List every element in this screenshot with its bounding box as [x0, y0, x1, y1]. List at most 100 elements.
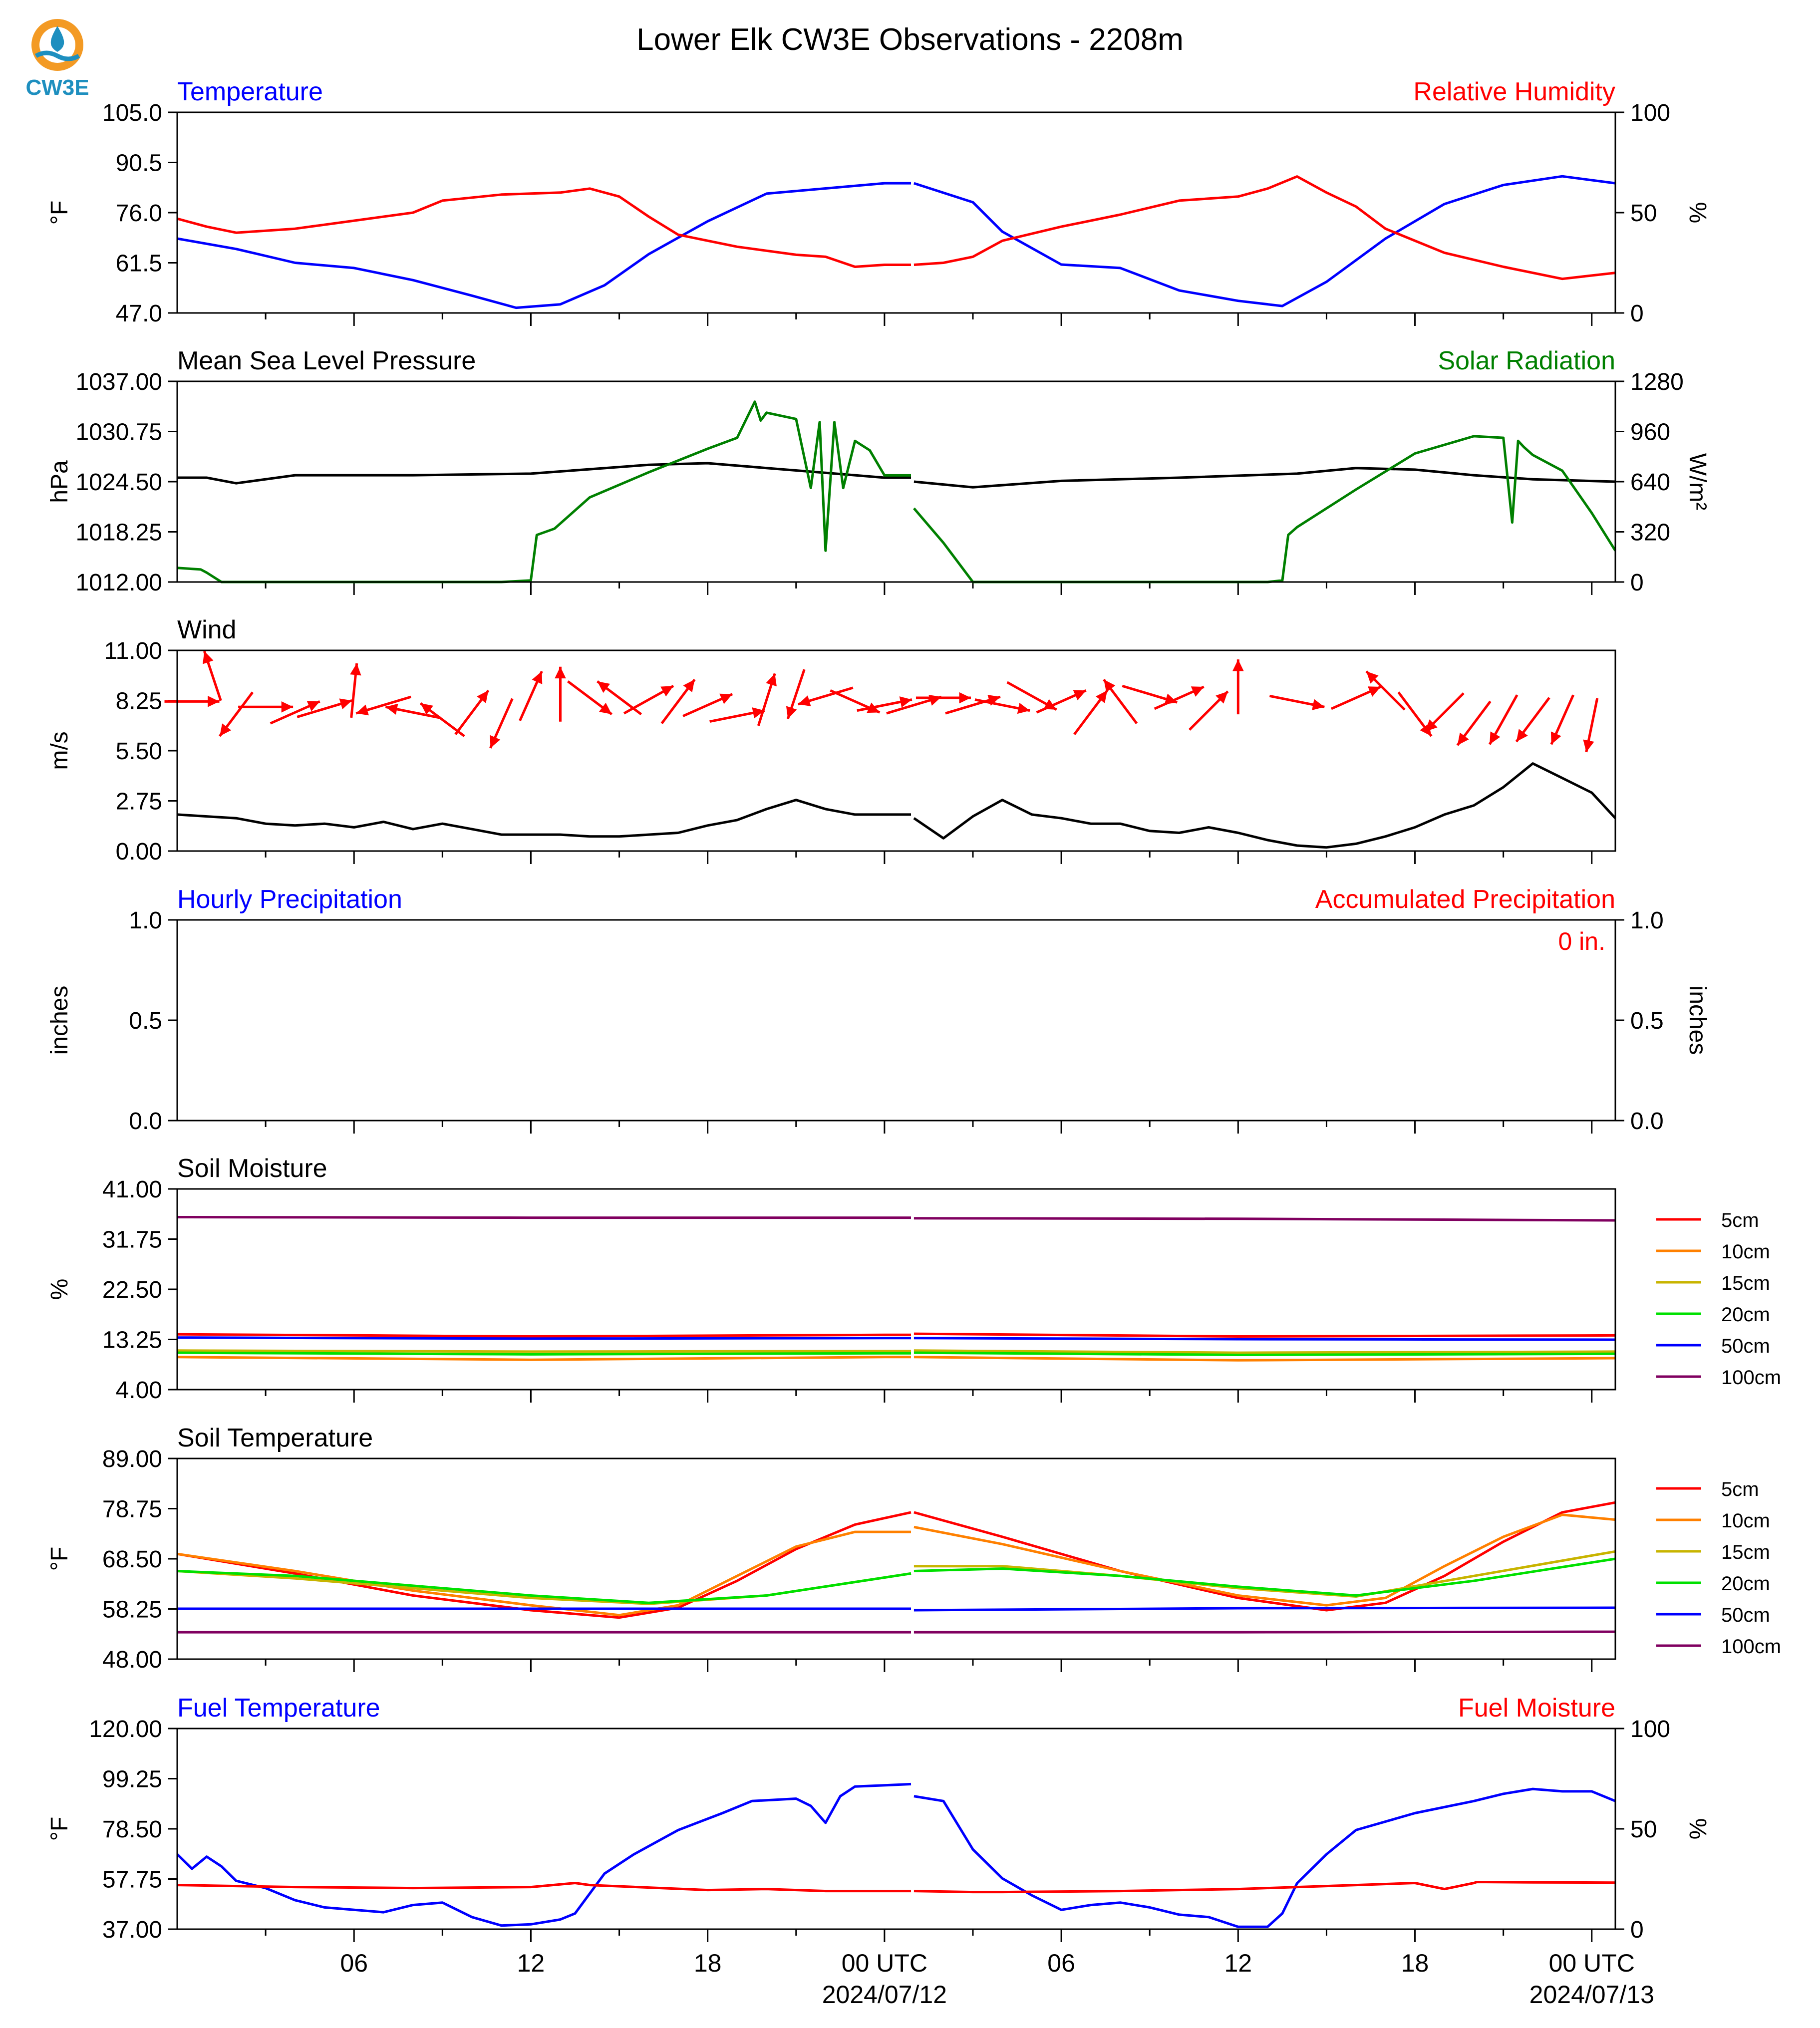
y-tick-label-left: 31.75 [102, 1227, 162, 1253]
series-line-50cm-seg2 [913, 1337, 1616, 1341]
y-tick-label-right: 1.0 [1630, 907, 1664, 934]
wind-arrow-head [1366, 671, 1379, 684]
series-line-solar-radiation-seg1 [177, 400, 911, 583]
panel-title-left: Hourly Precipitation [177, 885, 402, 914]
panel-frame [176, 649, 1616, 852]
wind-arrow-head [1583, 739, 1594, 752]
panel-frame [176, 1457, 1616, 1660]
panel-title-left: Wind [177, 615, 236, 644]
series-line-20cm-seg1 [177, 1570, 911, 1604]
wind-arrow-head [786, 706, 797, 719]
panel-title-right: Accumulated Precipitation [1315, 885, 1615, 914]
wind-arrow-head [1457, 732, 1469, 746]
panel-title-left: Mean Sea Level Pressure [177, 346, 476, 375]
cw3e-logo: CW3E [25, 19, 89, 100]
series-line-relative-humidity-seg2 [913, 175, 1616, 281]
wind-arrow-head [1516, 729, 1528, 742]
wind-arrow-head [719, 693, 733, 704]
panel-frame [176, 380, 1616, 583]
y-axis-label-left: °F [46, 1547, 73, 1571]
panel-frame [176, 1188, 1616, 1391]
series-line-relative-humidity-seg1 [177, 187, 911, 268]
y-tick-label-right: 0.5 [1630, 1008, 1664, 1034]
y-tick-label-left: 1024.50 [75, 469, 162, 496]
series-line-5cm-seg1 [177, 1511, 911, 1619]
y-tick-label-left: 78.50 [102, 1816, 162, 1843]
y-tick-label-left: 22.50 [102, 1277, 162, 1303]
y-tick-label-right: 0 [1630, 300, 1644, 327]
y-tick-label-right: 0.0 [1630, 1108, 1664, 1135]
panel-6: 89.00 78.75 68.50 58.25 48.00 °F Soil Temperat… [46, 1424, 1781, 1673]
series-line-5cm-seg2 [913, 1332, 1616, 1338]
x-tick-label: 18 [694, 1949, 722, 1977]
wind-arrow-head [683, 679, 695, 692]
y-tick-label-left: 99.25 [102, 1766, 162, 1793]
y-tick-label-left: 48.00 [102, 1647, 162, 1673]
y-tick-label-right: 1280 [1630, 369, 1684, 395]
series-line-fuel-moisture-seg2 [913, 1881, 1616, 1894]
wind-arrow-head [1425, 719, 1438, 732]
series-line-10cm-seg2 [913, 1356, 1616, 1362]
panel-title-left: Temperature [177, 77, 323, 106]
legend-label: 50cm [1721, 1335, 1770, 1357]
y-tick-label-left: 1018.25 [75, 520, 162, 546]
legend-label: 15cm [1721, 1541, 1770, 1563]
wind-arrow-head [555, 666, 566, 679]
series-line-fuel-moisture-seg1 [177, 1882, 911, 1893]
y-tick-label-left: 90.5 [116, 150, 162, 177]
y-tick-label-right: 100 [1630, 1716, 1670, 1742]
legend-label: 50cm [1721, 1604, 1770, 1626]
series-line-wind-seg1 [177, 799, 911, 838]
series-line-15cm-seg1 [177, 1349, 911, 1353]
series-line-15cm-seg2 [913, 1550, 1616, 1598]
y-tick-label-right: 50 [1630, 200, 1657, 227]
y-tick-label-left: 58.25 [102, 1597, 162, 1623]
y-tick-label-left: 1.0 [129, 907, 162, 934]
y-axis-label-left: hPa [46, 460, 73, 503]
series-line-50cm-seg2 [913, 1606, 1616, 1612]
x-tick-label: 00 UTC [842, 1949, 927, 1977]
panel-title-left: Fuel Temperature [177, 1694, 380, 1723]
panel-1: 105.0 90.5 76.0 61.5 47.0 °F 100 50 0% Temperatur… [46, 77, 1711, 327]
panel-3: 11.00 8.25 5.50 2.75 0.00 m/s Wind [46, 615, 1616, 865]
wind-arrow-head [1073, 690, 1086, 701]
x-date-label: 2024/07/13 [1529, 1981, 1654, 2009]
y-axis-label-right: % [1684, 202, 1711, 224]
y-tick-label-left: 0.00 [116, 839, 162, 865]
series-line-mean-sea-level-pressure-seg1 [177, 462, 911, 485]
y-tick-label-right: 0 [1630, 570, 1644, 596]
y-tick-label-left: 41.00 [102, 1176, 162, 1203]
y-axis-label-left: % [46, 1279, 73, 1300]
series-line-5cm-seg2 [913, 1501, 1616, 1612]
y-tick-label-left: 13.25 [102, 1327, 162, 1354]
y-tick-label-left: 1037.00 [75, 369, 162, 395]
y-tick-label-left: 1030.75 [75, 419, 162, 446]
y-tick-label-left: 61.5 [116, 251, 162, 277]
wind-arrow-head [1017, 702, 1030, 714]
y-tick-label-left: 57.75 [102, 1867, 162, 1893]
series-line-temperature-seg2 [913, 175, 1616, 307]
wind-arrow-head [599, 702, 612, 715]
legend-label: 100cm [1721, 1367, 1781, 1389]
y-tick-label-left: 1012.00 [75, 570, 162, 596]
legend-label: 100cm [1721, 1636, 1781, 1658]
legend-label: 15cm [1721, 1272, 1770, 1294]
series-line-20cm-seg2 [913, 1557, 1616, 1597]
y-axis-label-right: % [1684, 1818, 1711, 1840]
wind-arrow-head [306, 701, 320, 712]
y-axis-label-left: m/s [46, 731, 73, 770]
panel-7: 120.00 99.25 78.50 57.75 37.00 °F 100 50 0% Fuel … [46, 1694, 1711, 1943]
series-line-5cm-seg1 [177, 1333, 911, 1338]
y-axis-label-right: inches [1684, 986, 1711, 1055]
wind-arrow-head [1096, 690, 1108, 703]
legend-label: 5cm [1721, 1478, 1759, 1500]
y-tick-label-right: 320 [1630, 520, 1670, 546]
wind-arrow-head [1104, 679, 1116, 692]
x-date-label: 2024/07/12 [822, 1981, 947, 2009]
series-line-10cm-seg1 [177, 1356, 911, 1361]
wind-arrow-head [220, 723, 232, 736]
panel-title-right: Solar Radiation [1438, 346, 1615, 375]
wind-arrow-head [1312, 699, 1325, 710]
wind-arrow-head [959, 692, 971, 704]
